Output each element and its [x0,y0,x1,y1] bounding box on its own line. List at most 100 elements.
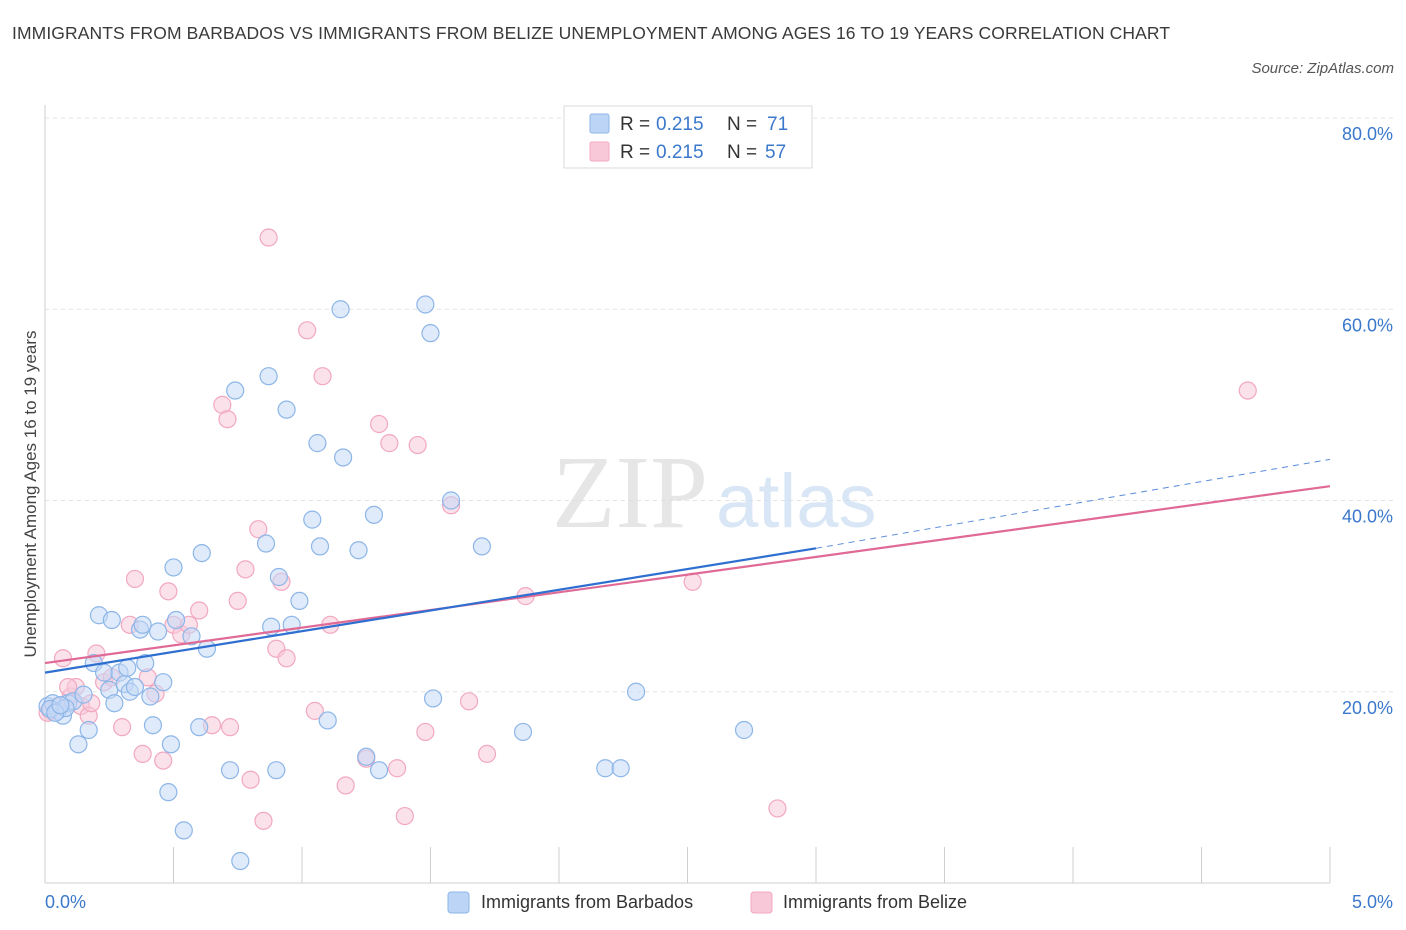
belize-point [133,744,152,764]
barbados-point [416,295,435,314]
barbados-point [79,720,98,740]
barbados-point [220,761,240,780]
watermark-zip: ZIP [552,435,708,550]
belize-point [53,649,73,668]
barbados-point [421,324,440,343]
barbados-point [95,663,114,682]
belize-point [313,367,332,386]
barbados-point [182,627,201,646]
barbados-point [143,716,163,735]
barbados-point [164,558,183,577]
barbados-point [148,622,168,641]
belize-point [220,718,240,737]
barbados-point [51,696,70,715]
bottom-legend-swatch-belize [750,891,773,914]
series-barbados-points [38,295,754,871]
y-axis-title: Unemployment Among Ages 16 to 19 years [21,331,40,658]
belize-point [190,601,209,620]
belize-point [395,806,414,826]
barbados-trend-line [44,547,817,674]
legend-r-value-barbados: 0.215 [656,114,704,135]
barbados-point [513,722,533,742]
belize-point [154,751,173,770]
legend-n-value-barbados: 71 [767,114,788,135]
barbados-point [141,687,160,706]
barbados-point [190,718,209,737]
barbados-point [166,610,186,630]
legend-r-label-barbados: R = [620,114,655,135]
belize-point [254,811,273,830]
barbados-point [174,821,193,840]
belize-point [112,718,132,737]
legend-swatch-barbados [589,113,610,134]
watermark-atlas: atlas [716,459,877,544]
belize-point [305,701,324,720]
belize-point [380,434,399,453]
barbados-point [102,610,121,630]
barbados-point [626,682,646,701]
belize-point [416,722,435,742]
legend-swatch-belize [589,141,610,162]
y-tick-label: 20.0% [1342,698,1393,718]
belize-point [1238,381,1257,400]
barbados-point [226,381,245,400]
barbados-point [734,720,754,740]
barbados-point [308,434,327,453]
barbados-point [69,735,88,754]
belize-point [228,591,247,611]
legend-n-label-belize: N = [727,142,762,163]
belize-point [387,759,407,778]
barbados-point [290,591,309,611]
barbados-point [154,673,173,692]
grid-lines [45,117,1393,693]
legend-r-value-belize: 0.215 [656,142,704,163]
trend-lines [44,458,1331,674]
barbados-point [105,694,124,713]
belize-point [125,569,145,589]
belize-point [236,560,255,579]
x-tick-label-max: 5.0% [1352,892,1393,912]
barbados-point [118,658,137,677]
legend-r-label-belize: R = [620,142,655,163]
belize-point [408,435,427,455]
barbados-point [472,537,491,556]
belize-point [298,321,317,340]
belize-point [159,582,178,601]
bottom-legend: Immigrants from Barbados Immigrants from… [447,891,967,914]
barbados-point [161,735,181,754]
barbados-point [159,783,178,802]
belize-point [477,744,497,764]
barbados-point [125,677,145,697]
barbados-point [349,541,368,560]
barbados-point [192,543,211,563]
barbados-point [136,653,155,673]
barbados-point [611,759,630,778]
belize-trend-line [44,485,1331,665]
barbados-point [318,711,337,730]
belize-point [336,776,355,795]
belize-point [277,649,296,668]
barbados-point [277,400,296,419]
barbados-point [259,367,278,386]
barbados-point [231,851,250,871]
barbados-point [133,615,152,634]
barbados-point [364,505,384,524]
belize-point [768,799,787,818]
bottom-legend-swatch-barbados [447,891,470,914]
belize-point [249,520,268,539]
belize-point [259,228,278,247]
barbados-point [596,759,615,778]
barbados-point [423,689,443,708]
barbados-point [197,639,217,658]
barbados-point [74,685,93,704]
barbados-point [269,567,288,587]
y-tick-label: 60.0% [1342,315,1393,335]
x-axis-ticks [173,847,1331,883]
legend-n-label-barbados: N = [727,114,762,135]
barbados-point [303,510,322,529]
legend-n-value-belize: 57 [765,142,786,163]
legend-box: R = 0.215 N = 71 R = 0.215 N = 57 [563,105,813,169]
y-tick-label: 80.0% [1342,124,1393,144]
bottom-legend-label-barbados: Immigrants from Barbados [481,892,693,912]
